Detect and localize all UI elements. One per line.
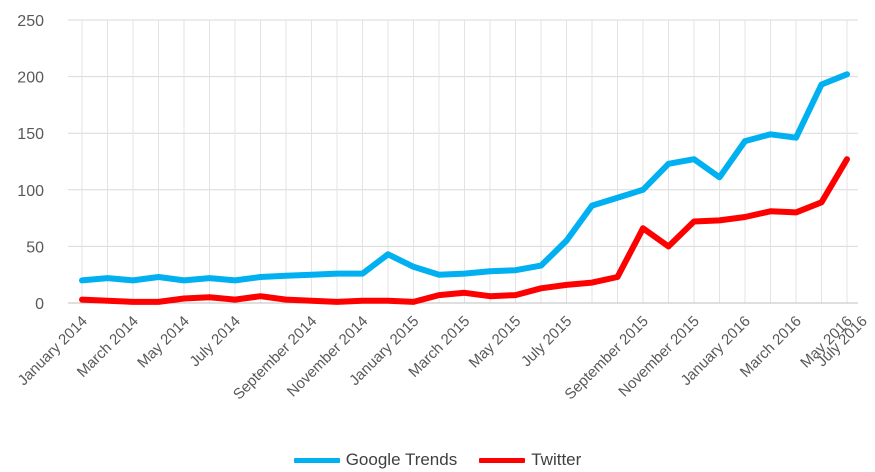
x-tick-label: September 2014 [230,313,320,403]
x-tick-label: July 2014 [186,313,243,370]
x-tick-label: January 2014 [15,313,91,389]
legend-item-twitter: Twitter [479,450,581,470]
legend: Google Trends Twitter [0,448,875,472]
x-tick-label: September 2015 [561,313,651,403]
y-tick-label: 100 [17,183,44,200]
x-tick-label: July 2015 [518,313,575,370]
y-tick-label: 250 [17,13,44,30]
series-lines [79,71,850,305]
legend-swatch-twitter [479,457,526,463]
y-tick-label: 200 [17,70,44,87]
legend-label-twitter: Twitter [531,450,582,469]
series-line-google-trends [79,71,850,284]
x-tick-label: May 2014 [134,313,193,372]
y-axis-ticks: 0 50 100 150 200 250 [17,13,44,313]
series-line-twitter [79,156,850,305]
legend-item-google-trends: Google Trends [293,450,458,470]
legend-swatch-google-trends [293,457,340,463]
y-tick-label: 0 [35,296,44,313]
x-tick-label: May 2015 [466,313,525,372]
gridlines [68,19,858,303]
y-tick-label: 150 [17,126,44,143]
legend-label-google-trends: Google Trends [345,450,458,469]
y-tick-label: 50 [26,239,44,256]
